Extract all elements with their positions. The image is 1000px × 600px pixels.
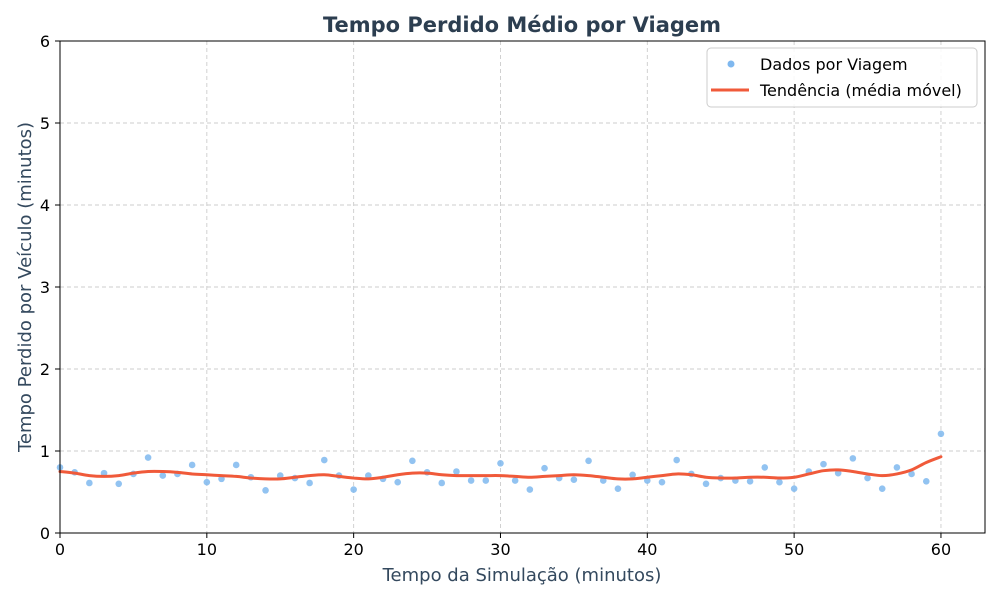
data-point	[541, 464, 548, 472]
legend: Dados por Viagem Tendência (média móvel)	[706, 47, 978, 108]
data-point	[746, 478, 754, 485]
data-point	[276, 472, 284, 479]
x-axis-label: Tempo da Simulação (minutos)	[382, 565, 662, 586]
trend-series	[58, 455, 943, 481]
data-point	[86, 479, 93, 487]
y-tick-label: 2	[40, 360, 50, 379]
data-point	[365, 472, 372, 479]
data-point	[585, 457, 592, 465]
data-point	[878, 485, 886, 493]
data-point	[937, 430, 945, 438]
data-point	[629, 471, 636, 479]
data-point	[453, 468, 460, 475]
data-point	[203, 478, 211, 486]
x-tick-label: 40	[637, 540, 657, 559]
data-point	[482, 477, 490, 484]
data-point	[614, 485, 622, 493]
data-point	[776, 478, 783, 486]
data-point	[115, 480, 123, 488]
data-point	[673, 456, 680, 464]
data-point	[790, 485, 798, 493]
data-point	[188, 461, 196, 469]
y-tick-label: 4	[40, 196, 50, 215]
data-point	[511, 477, 519, 484]
y-tick-label: 5	[40, 114, 50, 133]
data-point	[144, 454, 152, 461]
data-point	[438, 479, 446, 487]
trend-line	[58, 455, 943, 481]
legend-label-scatter: Dados por Viagem	[760, 55, 908, 74]
data-point	[526, 486, 534, 493]
data-point	[467, 477, 475, 484]
x-tick-label: 0	[55, 540, 65, 559]
legend-marker-scatter	[727, 60, 735, 68]
data-point	[218, 475, 225, 483]
data-point	[159, 472, 167, 479]
data-point	[864, 474, 871, 482]
y-tick-label: 6	[40, 32, 50, 51]
data-point	[497, 460, 504, 467]
data-point	[320, 456, 328, 464]
x-tick-label: 10	[197, 540, 217, 559]
data-point	[409, 457, 416, 465]
grid	[59, 40, 985, 534]
y-tick-label: 0	[40, 524, 50, 543]
data-point	[820, 460, 827, 468]
data-point	[702, 480, 710, 488]
data-point	[922, 478, 930, 485]
y-tick-label: 3	[40, 278, 50, 297]
data-point	[658, 478, 666, 486]
data-point	[394, 478, 401, 486]
chart-title: Tempo Perdido Médio por Viagem	[323, 13, 721, 37]
y-axis-label: Tempo Perdido por Veículo (minutos)	[15, 122, 36, 453]
data-point	[306, 479, 313, 487]
data-point	[262, 487, 269, 494]
x-tick-label: 60	[931, 540, 951, 559]
x-tick-label: 50	[784, 540, 804, 559]
legend-box	[706, 47, 978, 108]
x-axis-ticks: 0 10 20 30 40 50 60	[55, 533, 951, 559]
data-point	[834, 469, 842, 477]
y-axis-ticks: 0 1 2 3 4 5 6	[40, 32, 60, 543]
data-point	[100, 469, 108, 477]
data-point	[232, 461, 240, 469]
x-tick-label: 20	[343, 540, 363, 559]
data-point	[849, 455, 857, 462]
data-point	[570, 476, 578, 484]
y-tick-label: 1	[40, 442, 50, 461]
legend-label-line: Tendência (média móvel)	[759, 81, 962, 100]
data-point	[893, 464, 901, 471]
x-tick-label: 30	[490, 540, 510, 559]
data-point	[908, 470, 915, 478]
data-point	[350, 486, 357, 493]
data-point	[761, 464, 769, 471]
